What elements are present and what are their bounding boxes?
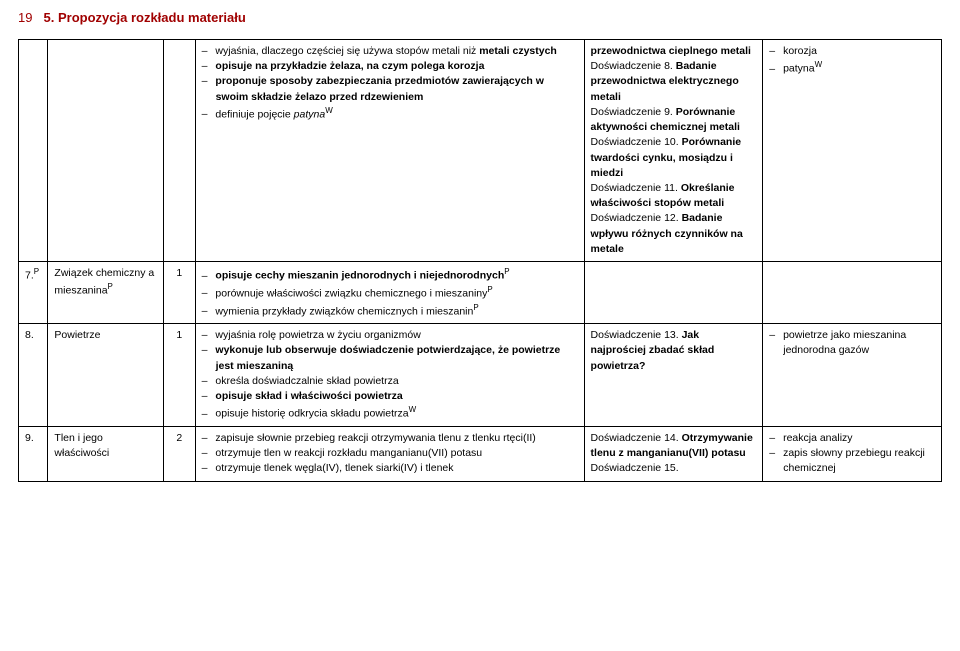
- list-item: określa doświadczalnie skład powietrza: [202, 374, 578, 389]
- list-item: wyjaśnia rolę powietrza w życiu organizm…: [202, 328, 578, 343]
- row-number: [19, 40, 48, 262]
- list-item: opisuje historię odkrycia składu powietr…: [202, 404, 578, 422]
- row-concepts: powietrze jako mieszanina jednorodna gaz…: [763, 324, 942, 427]
- row-topic: Powietrze: [48, 324, 164, 427]
- list-item: proponuje sposoby zabezpieczania przedmi…: [202, 74, 578, 104]
- row-experiments: Doświadczenie 14. Otrzymywanie tlenu z m…: [584, 427, 763, 482]
- list-item: zapisuje słownie przebieg reakcji otrzym…: [202, 431, 578, 446]
- row-number: 8.: [19, 324, 48, 427]
- list-item: wyjaśnia, dlaczego częściej się używa st…: [202, 44, 578, 59]
- row-concepts: korozjapatynaW: [763, 40, 942, 262]
- page-number: 19: [18, 10, 32, 25]
- row-topic: Związek chemiczny a mieszaninaP: [48, 262, 164, 324]
- list-item: definiuje pojęcie patynaW: [202, 105, 578, 123]
- row-hours: 1: [164, 324, 196, 427]
- row-hours: 1: [164, 262, 196, 324]
- row-number: 7.P: [19, 262, 48, 324]
- list-item: opisuje na przykładzie żelaza, na czym p…: [202, 59, 578, 74]
- list-item: otrzymuje tlenek węgla(IV), tlenek siark…: [202, 461, 578, 476]
- row-hours: 2: [164, 427, 196, 482]
- row-concepts: reakcja analizyzapis słowny przebiegu re…: [763, 427, 942, 482]
- row-number: 9.: [19, 427, 48, 482]
- curriculum-table: wyjaśnia, dlaczego częściej się używa st…: [18, 39, 942, 482]
- list-item: zapis słowny przebiegu reakcji chemiczne…: [769, 446, 935, 476]
- row-outcomes: opisuje cechy mieszanin jednorodnych i n…: [195, 262, 584, 324]
- row-outcomes: zapisuje słownie przebieg reakcji otrzym…: [195, 427, 584, 482]
- list-item: otrzymuje tlen w reakcji rozkładu mangan…: [202, 446, 578, 461]
- row-outcomes: wyjaśnia rolę powietrza w życiu organizm…: [195, 324, 584, 427]
- page-header: 19 5. Propozycja rozkładu materiału: [18, 10, 942, 25]
- row-hours: [164, 40, 196, 262]
- row-experiments: przewodnictwa cieplnego metaliDoświadcze…: [584, 40, 763, 262]
- row-outcomes: wyjaśnia, dlaczego częściej się używa st…: [195, 40, 584, 262]
- list-item: wykonuje lub obserwuje doświadczenie pot…: [202, 343, 578, 373]
- row-topic: [48, 40, 164, 262]
- row-concepts: [763, 262, 942, 324]
- list-item: porównuje właściwości związku chemiczneg…: [202, 284, 578, 302]
- list-item: korozja: [769, 44, 935, 59]
- row-experiments: [584, 262, 763, 324]
- list-item: wymienia przykłady związków chemicznych …: [202, 302, 578, 320]
- row-topic: Tlen i jego właściwości: [48, 427, 164, 482]
- list-item: reakcja analizy: [769, 431, 935, 446]
- list-item: powietrze jako mieszanina jednorodna gaz…: [769, 328, 935, 358]
- list-item: opisuje cechy mieszanin jednorodnych i n…: [202, 266, 578, 284]
- list-item: patynaW: [769, 59, 935, 77]
- row-experiments: Doświadczenie 13. Jak najprościej zbadać…: [584, 324, 763, 427]
- header-title: 5. Propozycja rozkładu materiału: [44, 10, 246, 25]
- list-item: opisuje skład i właściwości powietrza: [202, 389, 578, 404]
